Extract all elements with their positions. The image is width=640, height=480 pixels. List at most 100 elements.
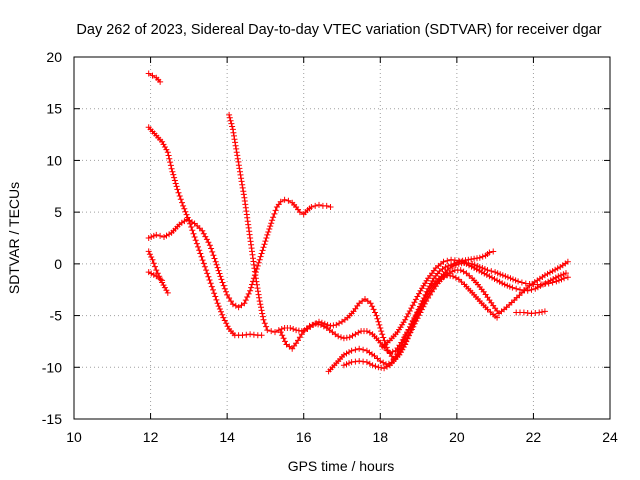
data-point <box>218 276 225 283</box>
data-point <box>212 293 219 300</box>
data-point <box>216 306 223 312</box>
data-point <box>370 306 377 313</box>
data-point <box>404 330 411 337</box>
data-point <box>515 278 522 285</box>
data-point <box>213 261 220 268</box>
data-point <box>356 345 363 352</box>
data-point <box>236 165 243 172</box>
data-point <box>417 303 423 310</box>
series-track-a <box>145 70 164 85</box>
data-point <box>240 191 247 198</box>
data-point <box>504 274 511 281</box>
x-tick-label: 22 <box>526 429 542 445</box>
data-point <box>150 260 157 267</box>
series-track-e <box>145 269 166 284</box>
data-point <box>338 334 344 341</box>
data-point <box>442 264 449 270</box>
data-point <box>486 249 493 256</box>
data-point <box>375 318 382 325</box>
data-point <box>203 236 210 243</box>
data-point <box>179 199 185 206</box>
data-point <box>346 349 352 356</box>
data-point <box>195 243 201 250</box>
data-point <box>172 180 179 187</box>
data-point <box>191 234 198 240</box>
series-line <box>498 261 569 315</box>
data-point <box>270 214 277 221</box>
data-point <box>206 277 213 283</box>
data-point <box>372 309 378 316</box>
data-point <box>230 129 237 136</box>
data-point <box>463 260 470 267</box>
data-point <box>176 193 183 199</box>
data-point <box>367 300 374 307</box>
data-point <box>234 155 241 162</box>
series-line <box>228 114 494 360</box>
data-point <box>306 322 313 329</box>
data-point <box>316 318 322 325</box>
y-tick-label: 5 <box>54 204 62 220</box>
y-tick-label: 15 <box>46 101 62 117</box>
data-point <box>468 263 475 270</box>
data-point <box>389 348 396 355</box>
data-point <box>159 277 166 284</box>
data-point <box>476 264 483 270</box>
data-point <box>268 328 275 335</box>
data-point <box>145 248 152 255</box>
series-line <box>280 262 569 354</box>
data-point <box>479 253 486 260</box>
data-point <box>211 290 218 297</box>
data-point <box>374 355 381 362</box>
data-point <box>193 240 200 247</box>
data-point <box>408 320 415 327</box>
data-point <box>219 279 226 286</box>
data-point <box>518 279 525 286</box>
data-point <box>488 268 495 275</box>
data-point <box>473 266 480 273</box>
data-point <box>228 298 234 305</box>
data-point <box>346 360 352 367</box>
x-tick-label: 14 <box>219 429 235 445</box>
data-point <box>203 267 210 274</box>
data-point <box>298 331 305 338</box>
data-point <box>506 283 513 290</box>
data-point <box>224 323 231 330</box>
data-point <box>242 297 249 304</box>
data-point <box>189 219 195 226</box>
data-point <box>528 286 535 293</box>
data-point <box>167 159 174 166</box>
data-point <box>261 320 268 327</box>
data-point <box>208 283 215 290</box>
data-point <box>483 271 490 278</box>
data-point <box>296 209 303 216</box>
data-point <box>476 254 483 261</box>
data-point <box>360 346 367 353</box>
data-point <box>312 202 319 209</box>
data-point <box>491 276 498 282</box>
data-point <box>421 295 428 301</box>
data-point <box>169 168 176 175</box>
data-point <box>340 351 347 358</box>
data-point <box>316 201 322 208</box>
data-point <box>376 321 383 328</box>
data-point <box>233 149 240 156</box>
data-point <box>165 152 172 159</box>
data-point <box>164 289 171 296</box>
data-point <box>258 332 265 339</box>
data-point <box>255 259 262 266</box>
data-point <box>213 296 220 303</box>
data-point <box>263 323 270 330</box>
data-point <box>308 204 315 210</box>
data-point <box>272 207 279 214</box>
data-point <box>463 270 470 277</box>
data-point <box>149 256 156 263</box>
data-point <box>171 174 178 181</box>
data-point <box>386 349 393 356</box>
data-point <box>248 284 255 291</box>
chart-title: Day 262 of 2023, Sidereal Day-to-day VTE… <box>76 22 601 38</box>
data-point <box>408 305 415 312</box>
data-point <box>377 325 384 331</box>
data-point <box>183 216 190 223</box>
data-point <box>153 267 160 274</box>
data-point <box>260 316 267 323</box>
